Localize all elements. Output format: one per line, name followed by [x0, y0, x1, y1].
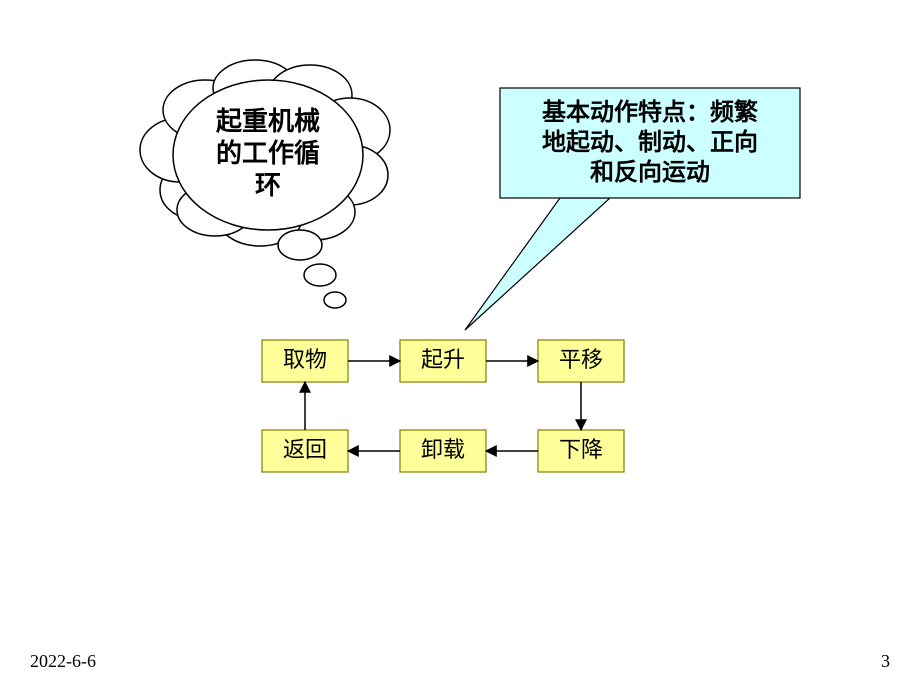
diagram-canvas: 起重机械的工作循环 基本动作特点：频繁地起动、制动、正向和反向运动 取物 起升 平移… — [0, 0, 920, 690]
cloud-thought: 起重机械的工作循环 — [140, 60, 390, 308]
cloud-text-line: 的工作循 — [216, 138, 320, 168]
cloud-text-line: 环 — [255, 171, 281, 200]
flowchart: 取物 起升 平移返回 卸载 下降 — [262, 340, 624, 472]
callout-text-line: 地起动、制动、正向 — [542, 128, 758, 156]
cloud-text-line: 起重机械 — [216, 107, 320, 136]
flow-label-move: 平移 — [559, 347, 603, 372]
flow-label-ret: 返回 — [283, 437, 327, 462]
flow-label-unld: 卸载 — [421, 437, 465, 462]
slide: { "canvas":{"width":920,"height":690,"ba… — [0, 0, 920, 690]
footer-date: 2022-6-6 — [30, 651, 96, 672]
flow-label-down: 下降 — [559, 437, 603, 462]
callout-box: 基本动作特点：频繁地起动、制动、正向和反向运动 — [465, 88, 800, 330]
callout-text-line: 基本动作特点：频繁 — [542, 98, 759, 126]
flow-label-lift: 起升 — [421, 347, 465, 372]
flow-label-pick: 取物 — [283, 347, 327, 372]
footer-page: 3 — [881, 651, 890, 672]
callout-text-line: 和反向运动 — [590, 158, 710, 186]
